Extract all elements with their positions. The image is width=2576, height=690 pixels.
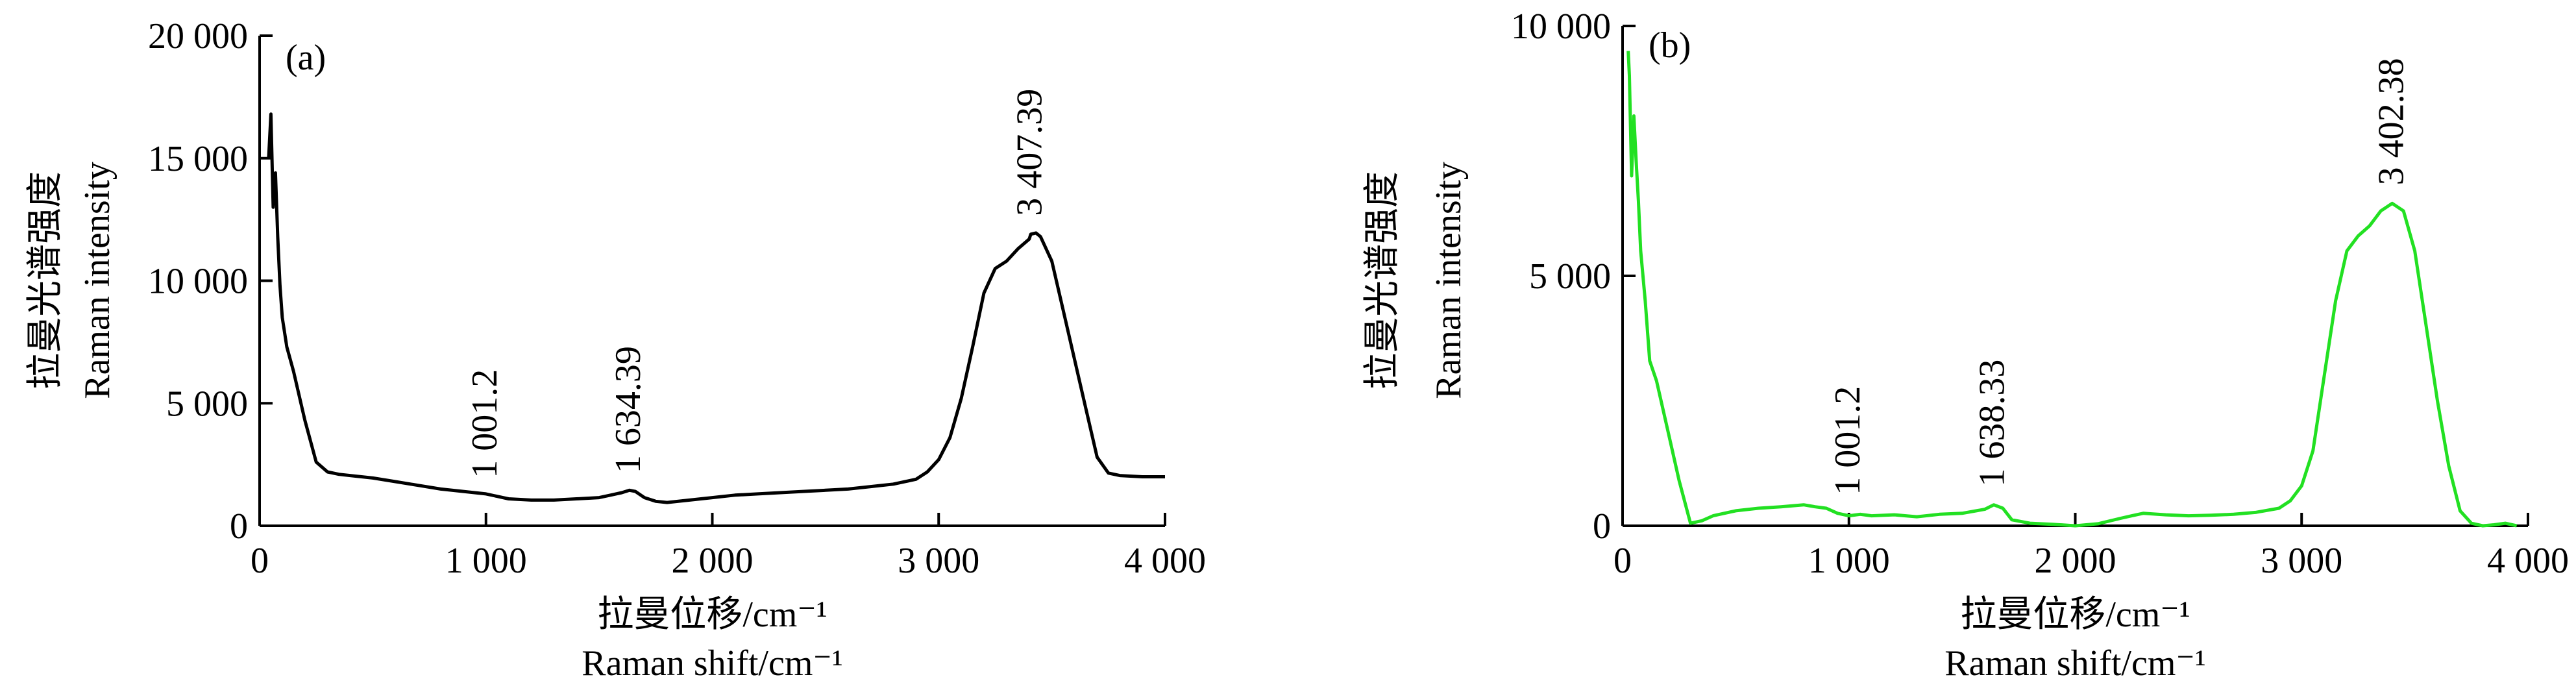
panel-label: (b)	[1649, 25, 1691, 66]
y-tick-label: 20 000	[148, 16, 248, 56]
spectrum-line	[267, 112, 1165, 504]
x-axis-label-en: Raman shift/cm⁻¹	[582, 643, 843, 684]
x-tick-label: 2 000	[672, 541, 754, 581]
y-axis-label-en: Raman intensity	[1429, 162, 1469, 399]
x-tick-label: 3 000	[2261, 541, 2342, 581]
y-tick-label: 0	[1593, 506, 1611, 547]
x-axis-label-en: Raman shift/cm⁻¹	[1944, 643, 2206, 684]
y-tick-label: 10 000	[148, 262, 248, 302]
y-tick-label: 5 000	[1529, 256, 1611, 297]
x-axis-label-cn: 拉曼位移/cm⁻¹	[597, 595, 827, 635]
x-tick-label: 1 000	[1808, 541, 1890, 581]
chart-panel-a: 0 1 000 2 000 3 000 4 000 0 5 000 10 000 15 000 2…	[25, 16, 1206, 684]
y-axis-label-cn: 拉曼光谱强度	[1362, 171, 1403, 389]
peak-annotation: 3 402.38	[2372, 58, 2412, 185]
x-axis-label-cn: 拉曼位移/cm⁻¹	[1960, 595, 2190, 635]
y-axis-label-en: Raman intensity	[77, 162, 117, 399]
spectrum-line	[1626, 51, 2518, 528]
x-tick-label: 0	[1613, 541, 1632, 581]
y-tick-label: 0	[230, 506, 248, 547]
x-tick-label: 2 000	[2035, 541, 2116, 581]
chart-panel-b: 0 1 000 2 000 3 000 4 000 0 5 000 10 000 (b) 拉曼光谱…	[1362, 6, 2569, 684]
x-tick-label: 4 000	[1124, 541, 1206, 581]
peak-annotation: 1 634.39	[608, 346, 648, 473]
peak-annotation: 3 407.39	[1009, 89, 1049, 216]
x-tick-label: 4 000	[2487, 541, 2569, 581]
y-axis-label-cn: 拉曼光谱强度	[25, 171, 66, 389]
y-tick-label: 5 000	[166, 384, 248, 424]
panel-label: (a)	[286, 38, 326, 78]
peak-annotation: 1 001.2	[465, 369, 505, 478]
x-tick-label: 0	[251, 541, 269, 581]
x-tick-label: 1 000	[445, 541, 527, 581]
y-tick-label: 15 000	[148, 139, 248, 179]
x-tick-label: 3 000	[898, 541, 979, 581]
peak-annotation: 1 001.2	[1828, 386, 1868, 495]
y-tick-label: 10 000	[1511, 6, 1611, 47]
peak-annotation: 1 638.33	[1972, 360, 2012, 487]
